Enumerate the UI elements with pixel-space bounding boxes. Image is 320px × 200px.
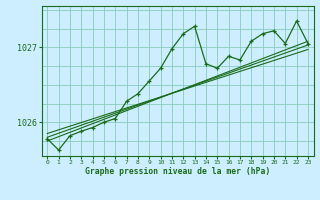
X-axis label: Graphe pression niveau de la mer (hPa): Graphe pression niveau de la mer (hPa) — [85, 167, 270, 176]
